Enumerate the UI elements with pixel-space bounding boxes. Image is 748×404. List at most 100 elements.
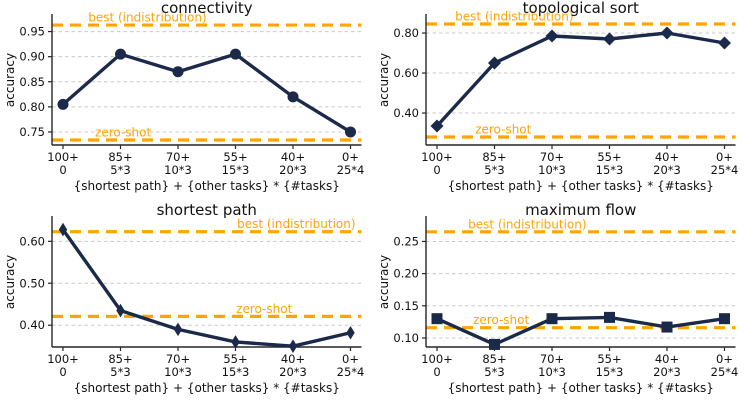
x-tick-label: 25*4 xyxy=(337,163,365,177)
zero-shot-label: zero-shot xyxy=(475,123,531,137)
y-axis-label: accuracy xyxy=(3,53,17,107)
data-point-marker xyxy=(230,48,241,60)
y-tick-label: 0.80 xyxy=(19,100,45,114)
x-tick-label: 70+ xyxy=(540,352,564,366)
best-indistribution-label: best (indistribution) xyxy=(455,10,573,24)
data-point-marker xyxy=(488,56,501,70)
x-tick-label: 85+ xyxy=(482,352,506,366)
y-tick-label: 0.20 xyxy=(393,267,419,281)
x-tick-label: 40+ xyxy=(281,150,305,164)
x-tick-label: 85+ xyxy=(108,150,132,164)
x-tick-label: 55+ xyxy=(223,150,247,164)
x-tick-label: 20*3 xyxy=(279,365,307,379)
chart-panel-topological-sort: 0.40 0.60 0.80 100+ 0 85+ 5*3 70+ 10*3 55+ 15*3 40+… xyxy=(374,0,748,202)
chart-title: topological sort xyxy=(523,0,639,17)
x-tick-label: 10*3 xyxy=(538,365,566,379)
y-tick-label: 0.90 xyxy=(19,50,45,64)
chart-shortest-path: 0.40 0.50 0.60 100+0 85+5*3 70+10*3 55+15*3 40+… xyxy=(3,202,364,395)
data-point-marker xyxy=(288,339,298,353)
x-tick-label: 100+ xyxy=(47,150,79,164)
zero-shot-label: zero-shot xyxy=(236,302,292,316)
series-line xyxy=(61,227,353,348)
x-tick-label: 70+ xyxy=(540,150,564,164)
x-tick-label: 20*3 xyxy=(653,365,681,379)
x-tick-label: 85+ xyxy=(482,150,506,164)
y-tick-label: 0.95 xyxy=(19,25,45,39)
chart-title: maximum flow xyxy=(525,202,636,219)
x-tick-label: 100+ xyxy=(421,150,453,164)
chart-maximum-flow: 0.10 0.15 0.20 0.25 100+0 85+5*3 70+10*3 55+15*… xyxy=(377,202,739,395)
data-point-marker xyxy=(545,29,559,43)
x-tick-label: 10*3 xyxy=(538,163,566,177)
data-point-marker xyxy=(231,335,240,349)
x-tick-label: 25*4 xyxy=(711,365,739,379)
x-tick-label: 85+ xyxy=(108,352,132,366)
x-tick-label: 15*3 xyxy=(222,163,250,177)
chart-panel-shortest-path: 0.40 0.50 0.60 100+ 0 85+ 5*3 70+ 10*3 55+ 15*3 40+… xyxy=(0,202,374,404)
data-point-marker xyxy=(718,36,731,50)
x-tick-label: 70+ xyxy=(166,150,190,164)
y-axis-label: accuracy xyxy=(3,255,17,309)
chart-title: connectivity xyxy=(161,0,253,17)
x-tick-label: 0 xyxy=(433,365,440,379)
x-tick-label: 5*3 xyxy=(484,163,504,177)
x-tick-label: 70+ xyxy=(166,352,190,366)
zero-shot-label: zero-shot xyxy=(95,125,151,139)
x-axis-label: {shortest path} + {other tasks} * {#task… xyxy=(74,179,340,193)
y-tick-label: 0.50 xyxy=(19,276,45,290)
x-tick-label: 0 xyxy=(59,365,66,379)
data-point-marker xyxy=(431,313,443,325)
y-tick-label: 0.80 xyxy=(393,26,419,40)
data-point-marker xyxy=(172,66,184,78)
data-point-marker xyxy=(57,98,69,110)
x-axis-label: {shortest path} + {other tasks} * {#task… xyxy=(448,381,714,395)
x-tick-label: 15*3 xyxy=(596,365,624,379)
best-indistribution-label: best (indistribution) xyxy=(468,217,586,231)
chart-panel-maximum-flow: 0.10 0.15 0.20 0.25 100+ 0 85+ 5*3 70+ 10*3 55+ 15*… xyxy=(374,202,748,404)
best-indistribution-label: best (indistribution) xyxy=(88,11,206,25)
y-axis-label: accuracy xyxy=(377,53,391,107)
data-point-marker xyxy=(546,313,558,325)
x-tick-label: 5*3 xyxy=(110,163,130,177)
x-tick-label: 0+ xyxy=(342,150,359,164)
y-tick-label: 0.40 xyxy=(19,318,45,332)
x-tick-label: 40+ xyxy=(655,352,679,366)
data-point-marker xyxy=(346,325,355,340)
y-tick-label: 0.40 xyxy=(393,106,419,120)
series-line xyxy=(435,31,727,128)
x-tick-label: 15*3 xyxy=(222,365,250,379)
x-tick-label: 0 xyxy=(433,163,440,177)
x-tick-label: 20*3 xyxy=(279,163,307,177)
data-point-marker xyxy=(603,32,616,46)
data-point-marker xyxy=(345,126,356,138)
x-tick-label: 100+ xyxy=(47,352,79,366)
data-point-marker xyxy=(115,48,126,60)
x-tick-label: 100+ xyxy=(421,352,453,366)
x-tick-label: 5*3 xyxy=(110,365,130,379)
x-tick-label: 10*3 xyxy=(164,365,192,379)
y-tick-label: 0.60 xyxy=(19,234,45,248)
x-tick-label: 40+ xyxy=(281,352,305,366)
y-tick-label: 0.10 xyxy=(393,331,419,345)
x-tick-label: 0+ xyxy=(716,352,733,366)
x-tick-label: 15*3 xyxy=(596,163,624,177)
x-axis-label: {shortest path} + {other tasks} * {#task… xyxy=(74,381,340,395)
best-indistribution-label: best (indistribution) xyxy=(237,217,355,231)
y-tick-label: 0.25 xyxy=(393,234,419,248)
data-point-marker xyxy=(661,321,673,333)
y-tick-label: 0.75 xyxy=(19,125,45,139)
series-line xyxy=(435,315,727,347)
data-point-marker xyxy=(660,26,674,40)
x-tick-label: 40+ xyxy=(655,150,679,164)
chart-topological-sort: 0.40 0.60 0.80 100+0 85+5*3 70+10*3 55+15*3 40+… xyxy=(377,0,739,193)
chart-connectivity: 0.75 0.80 0.85 0.90 0.95 100+0 85+5*3 70+10*3 55… xyxy=(3,0,365,193)
data-point-marker xyxy=(287,91,299,103)
x-tick-label: 5*3 xyxy=(484,365,504,379)
x-tick-label: 20*3 xyxy=(653,163,681,177)
x-tick-label: 25*4 xyxy=(711,163,739,177)
x-tick-label: 0+ xyxy=(716,150,733,164)
series-line xyxy=(61,52,353,134)
x-axis-label: {shortest path} + {other tasks} * {#task… xyxy=(448,179,714,193)
y-tick-label: 0.85 xyxy=(19,75,45,89)
